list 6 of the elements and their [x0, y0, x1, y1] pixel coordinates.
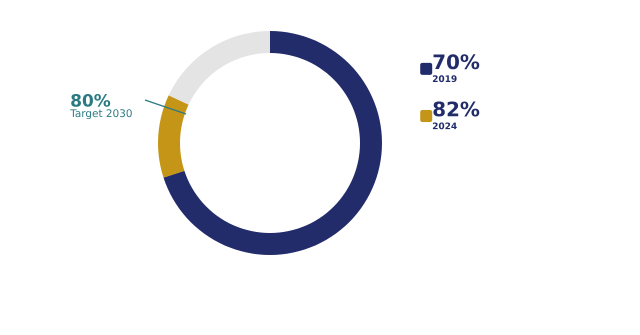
text: 82% [433, 101, 480, 117]
text: Target 2030 [70, 109, 132, 120]
text: 80% [71, 94, 110, 107]
legend-label: 2019 [432, 75, 457, 82]
legend-label: 2024 [432, 122, 457, 130]
text: 70% [434, 54, 480, 70]
